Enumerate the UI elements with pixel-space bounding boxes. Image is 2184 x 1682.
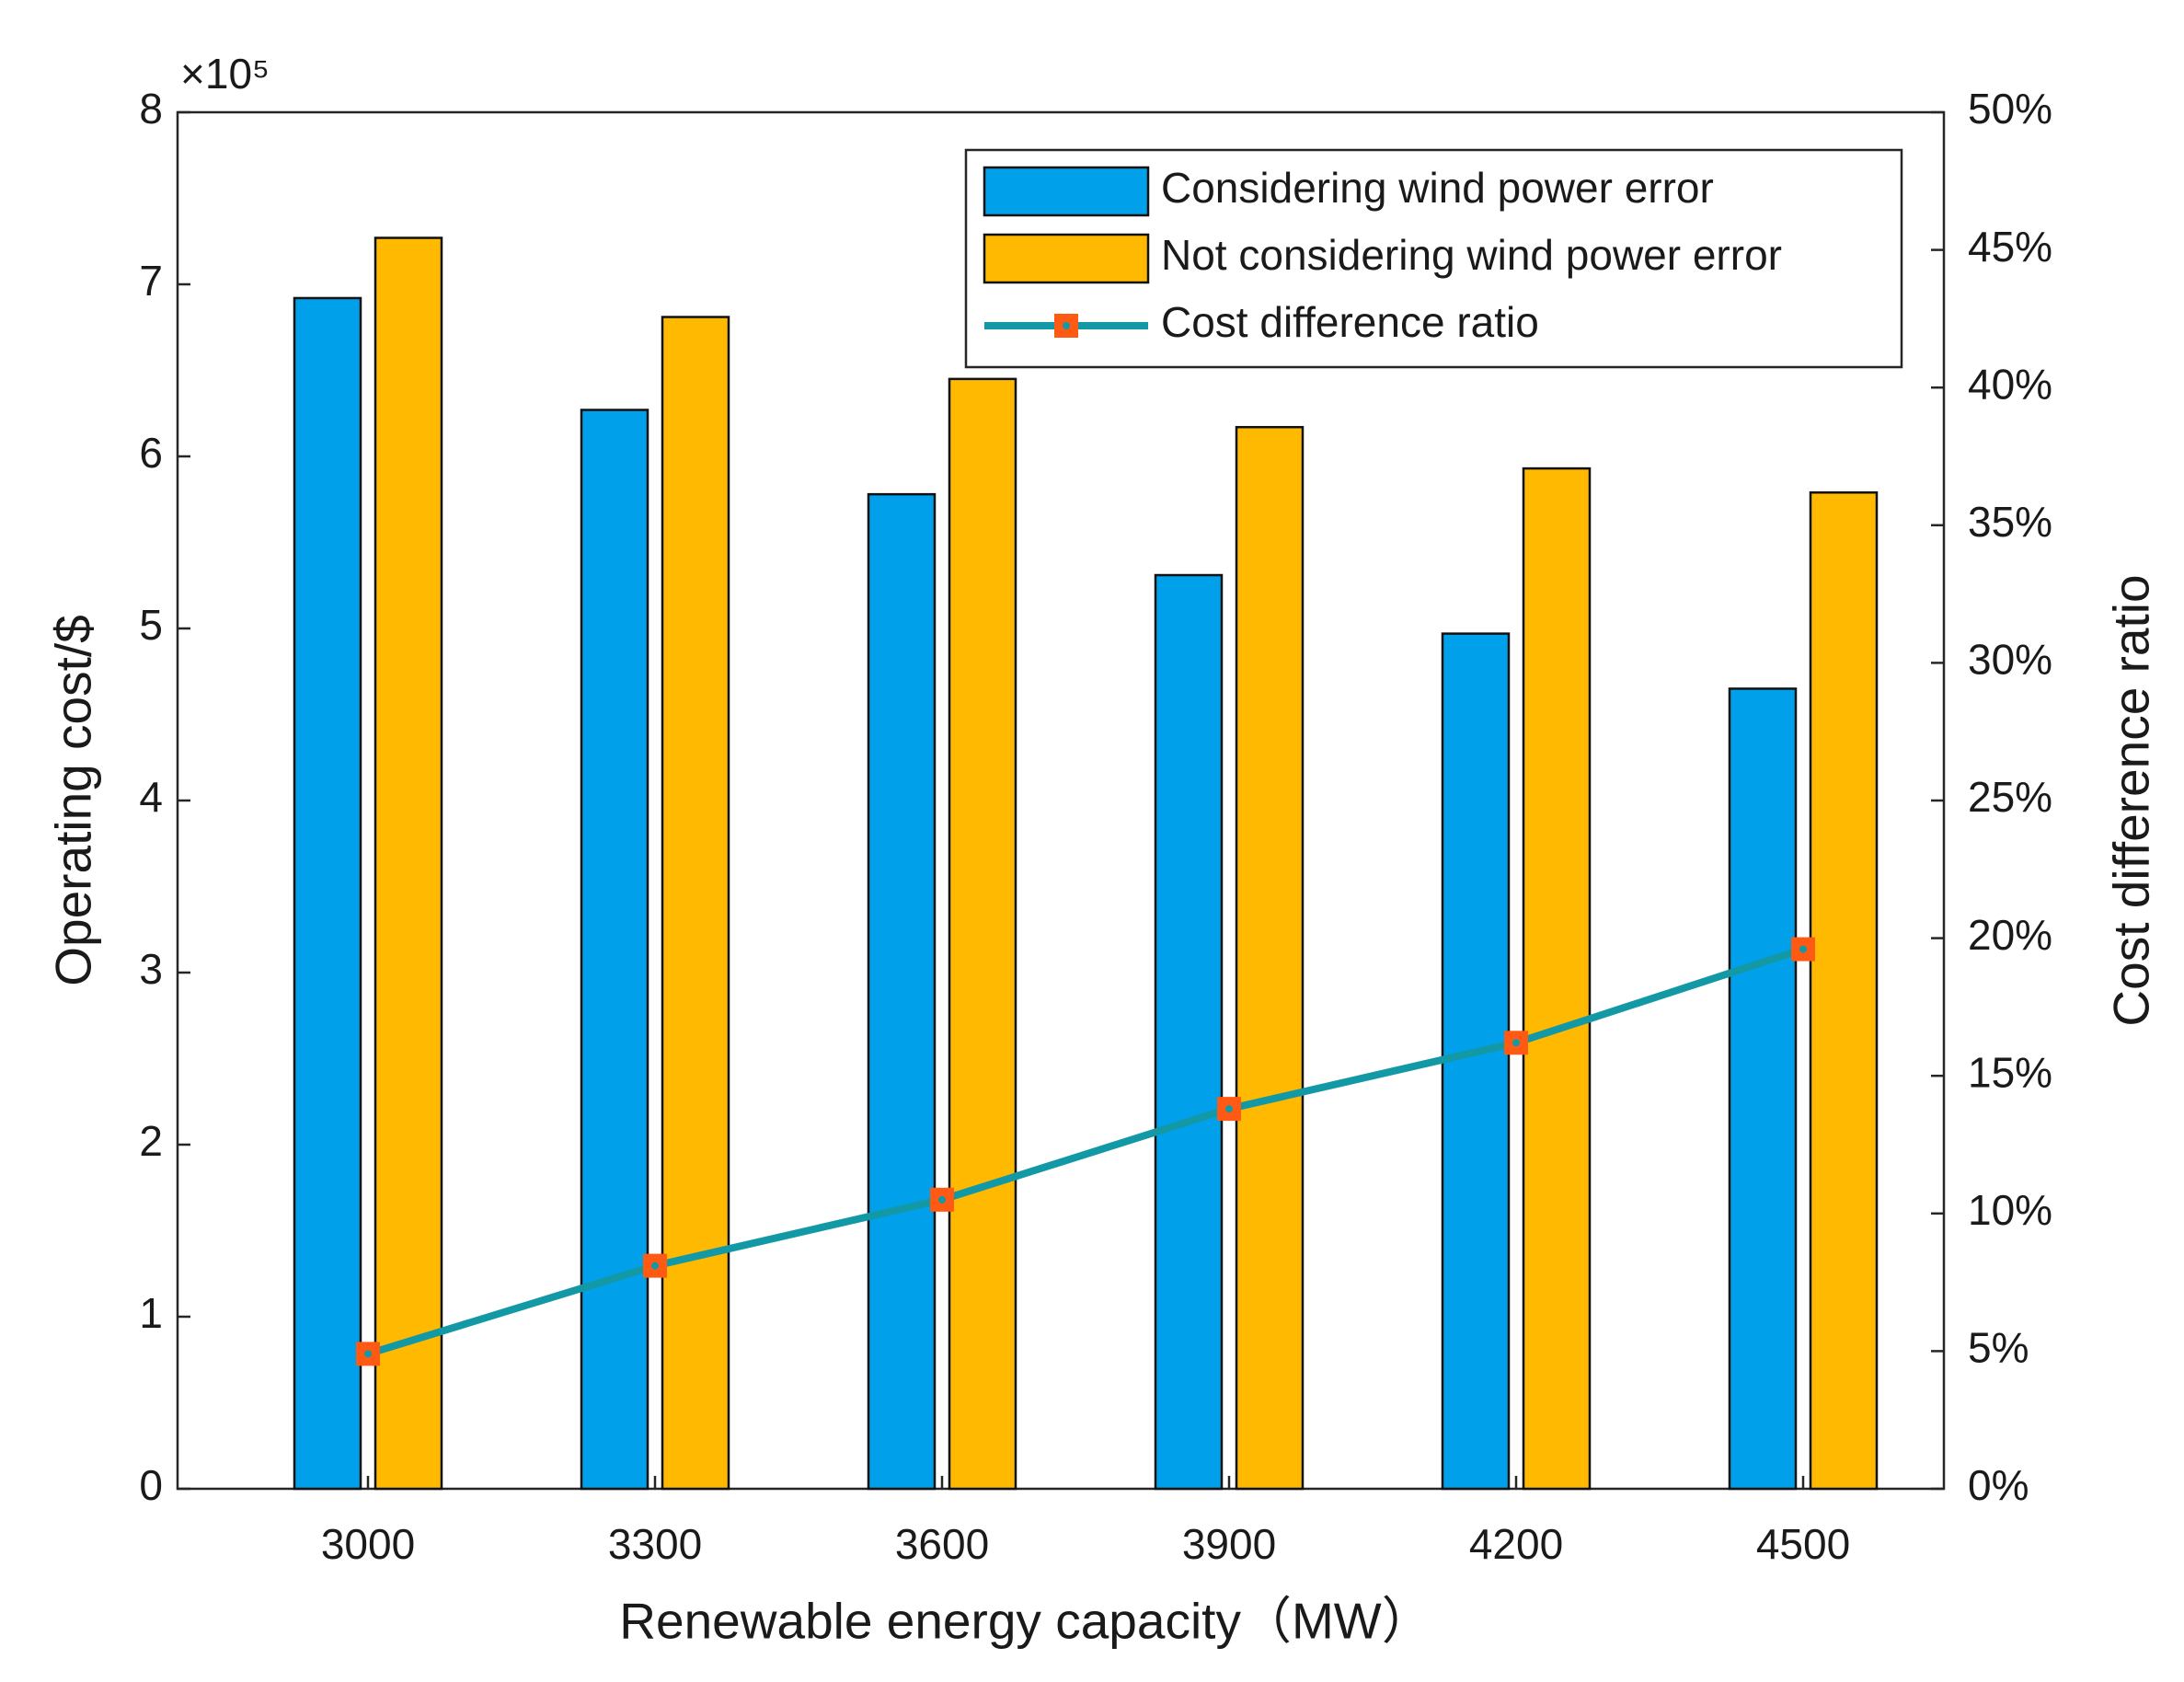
y-tick-label: 1 [139, 1289, 163, 1337]
y2-tick-label: 10% [1968, 1186, 2052, 1234]
bar [661, 316, 730, 1491]
y2-axis-title: Cost difference ratio [2103, 574, 2160, 1026]
y-tick-label: 3 [139, 945, 163, 993]
legend-label: Not considering wind power error [1161, 231, 1782, 279]
y-tick-label: 6 [139, 429, 163, 477]
bar [1154, 573, 1224, 1491]
marker-center [1512, 1039, 1520, 1047]
x-tick-label: 4200 [1469, 1520, 1563, 1568]
bar [293, 296, 362, 1491]
y-tick-label: 0 [139, 1461, 163, 1509]
legend-swatch [983, 233, 1150, 284]
y-axis-title: Operating cost/$ [45, 615, 102, 986]
y2-tick-label: 30% [1968, 636, 2052, 684]
y2-tick-label: 45% [1968, 223, 2052, 271]
legend-marker-center [1063, 322, 1070, 329]
y2-tick-label: 25% [1968, 773, 2052, 821]
x-tick-label: 3000 [321, 1520, 415, 1568]
bar [580, 409, 649, 1491]
marker-center [938, 1195, 946, 1204]
marker-center [1225, 1105, 1233, 1113]
y2-tick-label: 5% [1968, 1324, 2029, 1372]
y2-tick-label: 40% [1968, 360, 2052, 408]
x-tick-label: 3300 [608, 1520, 702, 1568]
y2-tick-label: 35% [1968, 498, 2052, 546]
bar [1522, 467, 1592, 1491]
x-tick-label: 3600 [895, 1520, 989, 1568]
y-multiplier: ×10⁵ [180, 50, 270, 98]
y-tick-label: 4 [139, 773, 163, 821]
bar [1728, 687, 1798, 1491]
marker-center [1799, 945, 1807, 953]
y2-tick-label: 50% [1968, 85, 2052, 132]
bar [1809, 491, 1879, 1491]
bar [867, 492, 937, 1491]
bar [948, 377, 1017, 1491]
line [366, 945, 1805, 1358]
bar [1235, 425, 1305, 1491]
y2-tick-label: 20% [1968, 911, 2052, 959]
marker-center [651, 1262, 659, 1270]
marker-center [364, 1350, 372, 1358]
y2-tick-label: 15% [1968, 1048, 2052, 1096]
y-tick-label: 7 [139, 257, 163, 305]
x-tick-label: 3900 [1182, 1520, 1276, 1568]
legend-swatch [983, 166, 1150, 217]
x-axis-title: Renewable energy capacity（MW） [619, 1593, 1431, 1650]
y-tick-label: 8 [139, 85, 163, 132]
y-tick-label: 5 [139, 601, 163, 649]
legend-label: Considering wind power error [1161, 164, 1714, 212]
y2-tick-label: 0% [1968, 1461, 2029, 1509]
x-tick-label: 4500 [1756, 1520, 1850, 1568]
legend-label: Cost difference ratio [1161, 298, 1539, 346]
bar [374, 236, 443, 1491]
y-tick-label: 2 [139, 1117, 163, 1165]
